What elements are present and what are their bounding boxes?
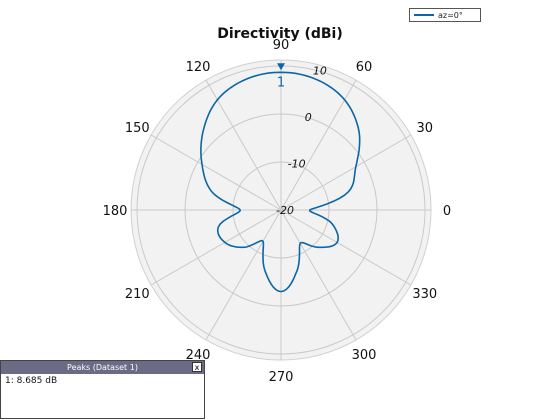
peak-marker xyxy=(277,63,285,71)
angular-grid-line xyxy=(150,134,282,211)
peak-row: 1: 8.685 dB xyxy=(5,376,58,386)
legend-label: az=0° xyxy=(438,10,463,20)
peaks-window: Peaks (Dataset 1) x 1: 8.685 dB xyxy=(0,360,205,419)
angle-tick-label: 330 xyxy=(412,287,437,302)
angle-tick-label: 0 xyxy=(443,204,451,219)
peak-marker-label: 1 xyxy=(277,75,285,90)
angle-tick-label: 240 xyxy=(186,348,211,363)
angular-grid-line xyxy=(205,209,282,341)
polar-grid: 0 30 60 90 120 150 180 210 240 270 300 330 -20 -10 0 10 xyxy=(103,38,452,385)
angular-grid-line xyxy=(150,209,282,286)
series-line-az0 xyxy=(200,71,361,293)
angle-tick-label: 30 xyxy=(416,121,433,136)
angle-tick-label: 180 xyxy=(103,204,128,219)
radial-tick-label: -10 xyxy=(288,157,306,170)
radial-tick-label: 0 xyxy=(305,111,312,124)
legend: az=0° xyxy=(409,8,481,22)
annotation-layer: 1 xyxy=(277,63,285,90)
angle-tick-label: 300 xyxy=(352,348,377,363)
angular-grid-line xyxy=(280,79,357,211)
angular-grid-line xyxy=(280,134,412,211)
close-button[interactable]: x xyxy=(192,362,202,372)
peaks-window-title: Peaks (Dataset 1) xyxy=(67,363,138,372)
angle-tick-label: 150 xyxy=(125,121,150,136)
angular-grid-line xyxy=(280,209,357,341)
radial-tick-label: -20 xyxy=(276,204,294,217)
angle-tick-label: 210 xyxy=(125,287,150,302)
radial-tick-label: 10 xyxy=(313,64,327,77)
angle-tick-label: 270 xyxy=(269,370,294,385)
angular-grid-line xyxy=(205,79,282,211)
angle-tick-label: 60 xyxy=(356,60,373,75)
angle-tick-label: 90 xyxy=(273,38,290,53)
chart-title: Directivity (dBi) xyxy=(217,26,343,42)
legend-swatch xyxy=(414,14,434,16)
peaks-window-titlebar: Peaks (Dataset 1) x xyxy=(1,361,204,374)
angular-grid-line xyxy=(280,209,412,286)
angle-tick-label: 120 xyxy=(186,60,211,75)
series-layer xyxy=(200,71,361,293)
